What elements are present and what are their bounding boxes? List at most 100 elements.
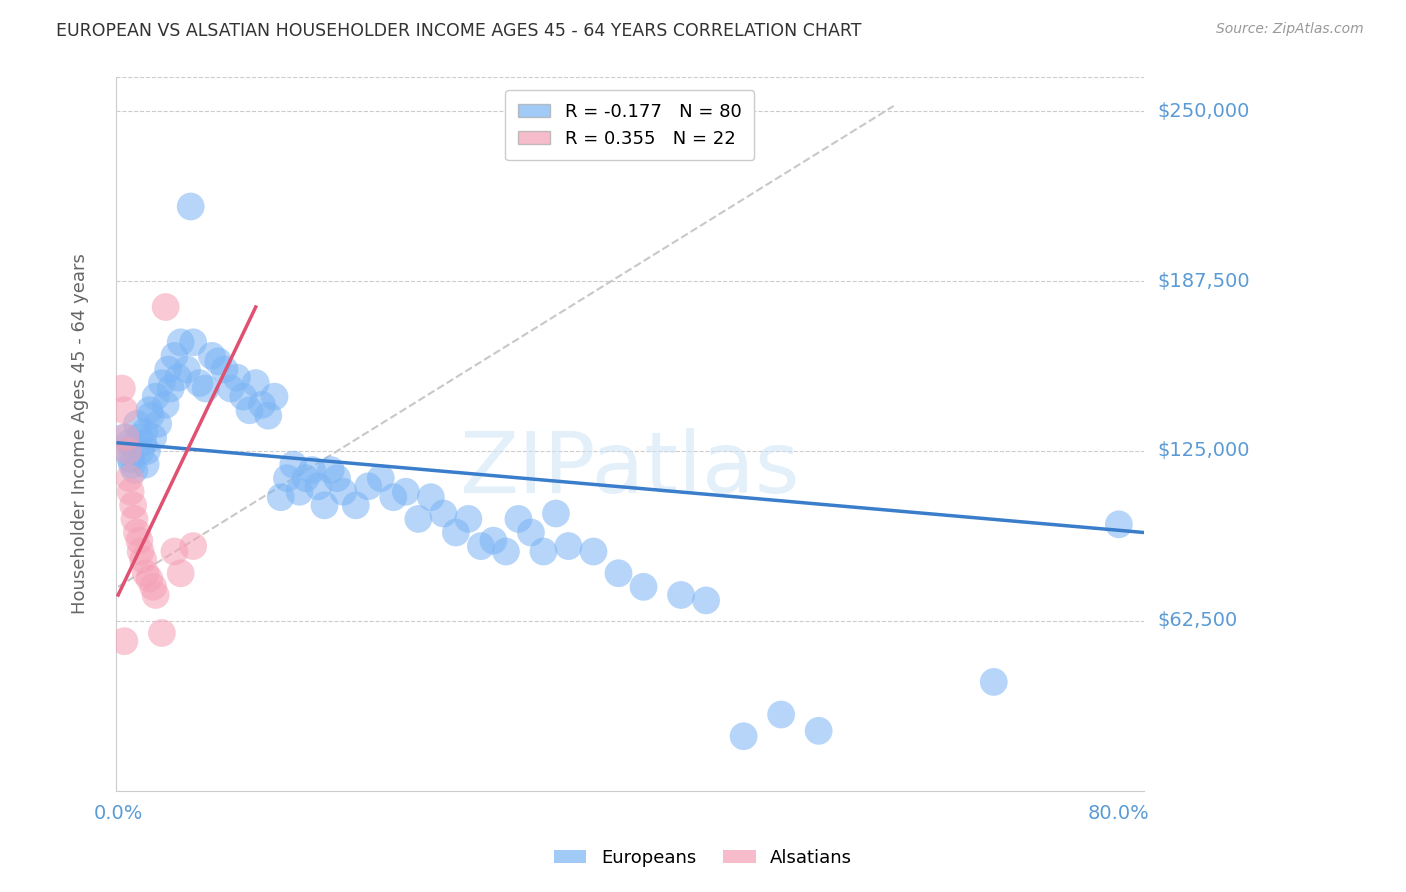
Point [155,398,177,412]
Point [145,390,167,404]
Point [533,544,555,558]
Point [132,435,155,450]
Point [188,376,211,390]
Point [444,525,467,540]
Point [232,390,254,404]
Point [201,349,224,363]
Text: Source: ZipAtlas.com: Source: ZipAtlas.com [1216,22,1364,37]
Point [150,626,173,640]
Point [150,376,173,390]
Text: $62,500: $62,500 [1157,611,1239,631]
Point [146,417,169,431]
Point [432,507,454,521]
Point [159,382,181,396]
Point [138,572,160,586]
Point [382,490,405,504]
Text: $250,000: $250,000 [1157,102,1250,121]
Point [633,580,655,594]
Legend: R = -0.177   N = 80, R = 0.355   N = 22: R = -0.177 N = 80, R = 0.355 N = 22 [505,90,754,161]
Point [135,458,157,472]
Text: $125,000: $125,000 [1157,442,1250,460]
Point [138,403,160,417]
Point [135,444,157,458]
Point [170,335,193,350]
Point [115,444,138,458]
Point [163,544,186,558]
Point [167,370,190,384]
Point [276,471,298,485]
Point [470,539,492,553]
Point [370,471,392,485]
Point [733,729,755,743]
Point [132,552,155,566]
Point [319,463,342,477]
Point [128,533,150,548]
Point [482,533,505,548]
Point [283,458,305,472]
Point [770,707,793,722]
Point [270,490,292,504]
Point [139,409,162,423]
Point [155,300,177,314]
Point [125,525,148,540]
Point [288,484,311,499]
Point [219,382,242,396]
Point [332,484,354,499]
Point [508,512,530,526]
Point [257,409,280,423]
Point [326,471,349,485]
Point [118,471,141,485]
Point [301,463,323,477]
Point [163,349,186,363]
Point [124,463,146,477]
Point [408,512,430,526]
Point [1108,517,1130,532]
Point [307,479,329,493]
Point [344,499,367,513]
Point [314,499,336,513]
Point [669,588,692,602]
Point [118,435,141,450]
Point [134,425,156,439]
Point [117,444,139,458]
Point [250,398,273,412]
Point [181,539,204,553]
Point [114,430,136,444]
Text: $187,500: $187,500 [1157,272,1250,291]
Point [142,430,165,444]
Point [214,362,236,376]
Point [180,199,202,213]
Point [128,430,150,444]
Point [142,580,165,594]
Point [111,382,134,396]
Point [263,390,285,404]
Point [245,376,267,390]
Point [582,544,605,558]
Point [145,588,167,602]
Point [181,335,204,350]
Point [112,403,135,417]
Point [294,471,316,485]
Legend: Europeans, Alsatians: Europeans, Alsatians [547,842,859,874]
Point [124,512,146,526]
Point [557,539,579,553]
Point [207,354,229,368]
Point [176,362,198,376]
Point [135,566,157,581]
Point [520,525,543,540]
Point [607,566,630,581]
Point [120,452,142,467]
Point [157,362,180,376]
Point [395,484,418,499]
Point [122,499,145,513]
Text: EUROPEAN VS ALSATIAN HOUSEHOLDER INCOME AGES 45 - 64 YEARS CORRELATION CHART: EUROPEAN VS ALSATIAN HOUSEHOLDER INCOME … [56,22,862,40]
Point [129,544,152,558]
Point [121,458,143,472]
Point [419,490,441,504]
Point [495,544,517,558]
Point [112,430,135,444]
Point [983,674,1005,689]
Y-axis label: Householder Income Ages 45 - 64 years: Householder Income Ages 45 - 64 years [72,253,89,615]
Point [695,593,717,607]
Point [457,512,479,526]
